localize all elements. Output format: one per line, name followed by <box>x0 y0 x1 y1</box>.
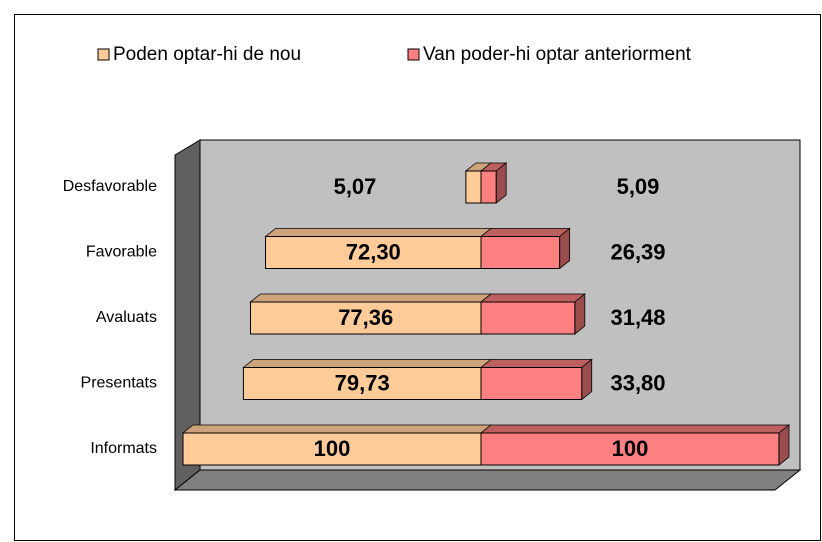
legend-label: Poden optar-hi de nou <box>113 44 301 65</box>
value-label: 72,30 <box>346 239 401 264</box>
bar-top <box>479 424 791 434</box>
value-label: 33,80 <box>610 370 665 395</box>
category-label: Avaluats <box>96 309 157 326</box>
bar <box>480 367 583 400</box>
value-label: 100 <box>314 436 351 461</box>
category-label: Desfavorable <box>63 178 157 195</box>
legend-swatch <box>407 48 420 61</box>
value-label: 5,09 <box>617 174 660 199</box>
value-label: 5,07 <box>334 174 377 199</box>
bar <box>465 170 482 204</box>
bar <box>480 301 576 335</box>
bar-top <box>264 228 493 237</box>
bar <box>249 301 482 335</box>
legend-label: Van poder-hi optar anteriorment <box>423 44 692 65</box>
category-label: Informats <box>90 440 157 457</box>
bar-top <box>242 359 493 368</box>
value-label: 79,73 <box>335 370 390 395</box>
bar <box>480 170 497 204</box>
bar-top <box>479 359 593 368</box>
bar-top <box>479 228 571 237</box>
value-label: 31,48 <box>610 305 665 330</box>
bar-top <box>181 424 493 434</box>
floor <box>173 469 802 491</box>
category-label: Favorable <box>86 244 157 261</box>
bar <box>480 432 780 466</box>
category-label: Presentats <box>81 375 157 392</box>
bar-top <box>249 293 493 303</box>
legend-swatch <box>97 48 110 61</box>
value-label: 77,36 <box>338 305 393 330</box>
bar <box>265 236 482 269</box>
bar-top <box>479 293 586 303</box>
bar <box>480 236 561 269</box>
value-label: 100 <box>612 436 649 461</box>
value-label: 26,39 <box>610 239 665 264</box>
